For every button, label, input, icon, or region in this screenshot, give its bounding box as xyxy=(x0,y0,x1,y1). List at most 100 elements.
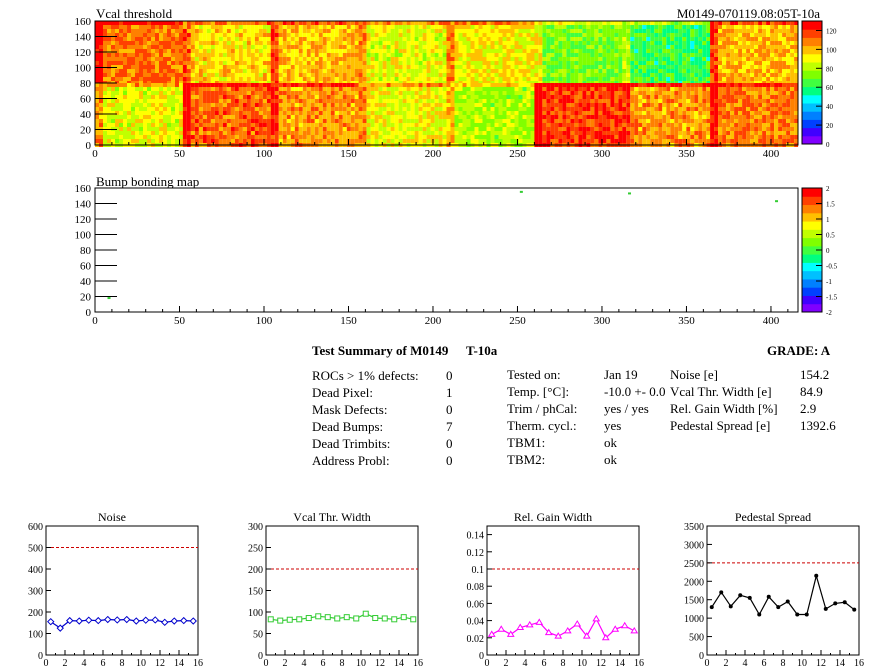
summary-grade: GRADE: A xyxy=(767,343,831,358)
summary-heading: Test Summary of M0149 xyxy=(312,343,449,358)
data-point xyxy=(785,599,790,604)
data-point xyxy=(410,616,417,623)
y-tick-label: 60 xyxy=(80,261,92,273)
condition-row-label: Therm. cycl.: xyxy=(507,418,577,433)
y-tick-label: 40 xyxy=(80,109,92,121)
y-tick-label: 100 xyxy=(75,230,92,242)
color-scale-band xyxy=(802,229,822,239)
data-point xyxy=(544,628,553,636)
x-tick-label: 100 xyxy=(256,148,273,160)
x-tick-label: 350 xyxy=(678,315,695,327)
data-point xyxy=(757,612,762,617)
data-point xyxy=(267,616,274,623)
condition-row-value: yes / yes xyxy=(604,401,649,416)
y-tick-label: 0 xyxy=(258,651,263,662)
data-point xyxy=(535,618,544,625)
data-point xyxy=(334,615,341,622)
defect-row-value: 0 xyxy=(446,453,453,468)
color-scale-band xyxy=(802,21,822,30)
z-tick-label: -1.5 xyxy=(826,294,838,302)
defect-row-value: 0 xyxy=(446,402,453,417)
data-point xyxy=(728,604,733,609)
y-tick-label: 0 xyxy=(86,307,92,319)
x-tick-label: 250 xyxy=(509,315,526,327)
data-point xyxy=(582,632,591,639)
y-tick-label: 50 xyxy=(253,630,263,641)
y-tick-label: 0 xyxy=(699,651,704,662)
x-tick-label: 4 xyxy=(743,658,748,669)
x-tick-label: 400 xyxy=(763,315,780,327)
color-scale-band xyxy=(802,70,822,79)
y-tick-label: 400 xyxy=(28,565,43,576)
condition-row-value: ok xyxy=(604,452,617,467)
x-tick-label: 200 xyxy=(425,315,442,327)
data-point xyxy=(497,625,506,632)
y-tick-label: 160 xyxy=(75,16,92,28)
roc-block xyxy=(95,83,183,147)
y-tick-label: 0.14 xyxy=(467,531,485,542)
data-point xyxy=(151,616,159,624)
x-tick-label: 12 xyxy=(155,658,165,669)
y-tick-label: 2000 xyxy=(684,577,704,588)
dead-bump-point xyxy=(628,192,632,195)
plot-frame xyxy=(706,525,860,656)
x-tick-label: 50 xyxy=(174,315,186,327)
roc-block xyxy=(534,83,623,147)
series-line xyxy=(491,617,635,639)
color-scale-band xyxy=(802,212,822,222)
color-scale-band xyxy=(802,254,822,263)
data-point xyxy=(620,621,629,629)
data-point xyxy=(180,616,188,625)
color-scale-band xyxy=(802,94,822,104)
y-tick-label: 0.1 xyxy=(472,565,485,576)
data-point xyxy=(630,626,639,634)
condition-row-label: TBM2: xyxy=(507,452,546,467)
x-tick-label: 6 xyxy=(101,658,106,669)
data-point xyxy=(47,617,55,626)
y-tick-label: 100 xyxy=(248,608,263,619)
series-line xyxy=(270,613,414,622)
z-tick-label: -2 xyxy=(826,309,832,317)
heatmap-title: Vcal threshold xyxy=(96,6,173,21)
color-scale-band xyxy=(802,78,822,88)
x-tick-label: 150 xyxy=(340,148,357,160)
y-tick-label: 0 xyxy=(86,140,92,152)
y-tick-label: 80 xyxy=(80,78,92,90)
result-row-label: Pedestal Spread [e] xyxy=(670,418,771,433)
data-point xyxy=(381,615,388,622)
condition-row-label: Tested on: xyxy=(507,367,561,382)
color-scale-band xyxy=(802,287,822,296)
y-tick-label: 600 xyxy=(28,522,43,533)
x-tick-label: 16 xyxy=(413,658,423,669)
plot-title: Rel. Gain Width xyxy=(514,510,592,524)
x-tick-label: 8 xyxy=(561,658,566,669)
data-point xyxy=(353,615,360,622)
x-tick-label: 8 xyxy=(781,658,786,669)
x-tick-label: 10 xyxy=(577,658,587,669)
condition-row-label: TBM1: xyxy=(507,435,546,450)
y-tick-label: 3000 xyxy=(684,540,704,551)
y-tick-label: 2500 xyxy=(684,559,704,570)
roc-block xyxy=(270,83,359,147)
y-tick-label: 120 xyxy=(75,47,92,59)
color-scale-band xyxy=(802,135,822,145)
series-line xyxy=(50,618,194,629)
result-row-label: Rel. Gain Width [%] xyxy=(670,401,778,416)
roc-block xyxy=(358,21,447,85)
data-point xyxy=(56,624,64,632)
y-tick-label: 500 xyxy=(689,633,704,644)
y-tick-label: 60 xyxy=(80,94,92,106)
data-point xyxy=(296,616,303,623)
series-line xyxy=(711,573,855,616)
x-tick-label: 14 xyxy=(174,658,184,669)
defect-row-value: 0 xyxy=(446,368,453,383)
z-tick-label: 0.5 xyxy=(826,232,835,240)
data-point xyxy=(611,625,620,632)
y-tick-label: 40 xyxy=(80,276,92,288)
data-point xyxy=(189,617,197,625)
z-tick-label: 120 xyxy=(826,27,837,35)
x-tick-label: 0 xyxy=(705,658,710,669)
data-point xyxy=(814,573,819,578)
data-point xyxy=(372,615,379,622)
x-tick-label: 250 xyxy=(509,148,526,160)
